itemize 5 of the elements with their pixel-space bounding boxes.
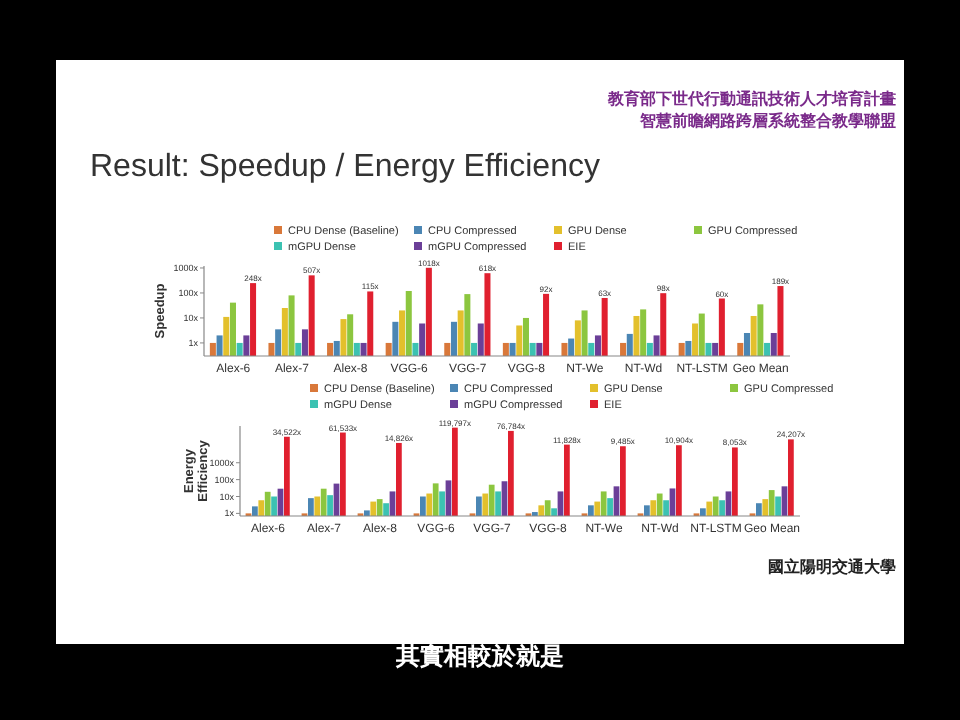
- text: 國立陽明交通大學: [768, 556, 896, 576]
- text: 其實相較於就是: [394, 642, 564, 670]
- text: 教育部下世代行動通訊技術人才培育計畫: [606, 88, 896, 108]
- chart-title: Result: Speedup / Energy Efficiency: [90, 150, 600, 184]
- text: 智慧前瞻網路跨層系統整合教學聯盟: [638, 112, 896, 130]
